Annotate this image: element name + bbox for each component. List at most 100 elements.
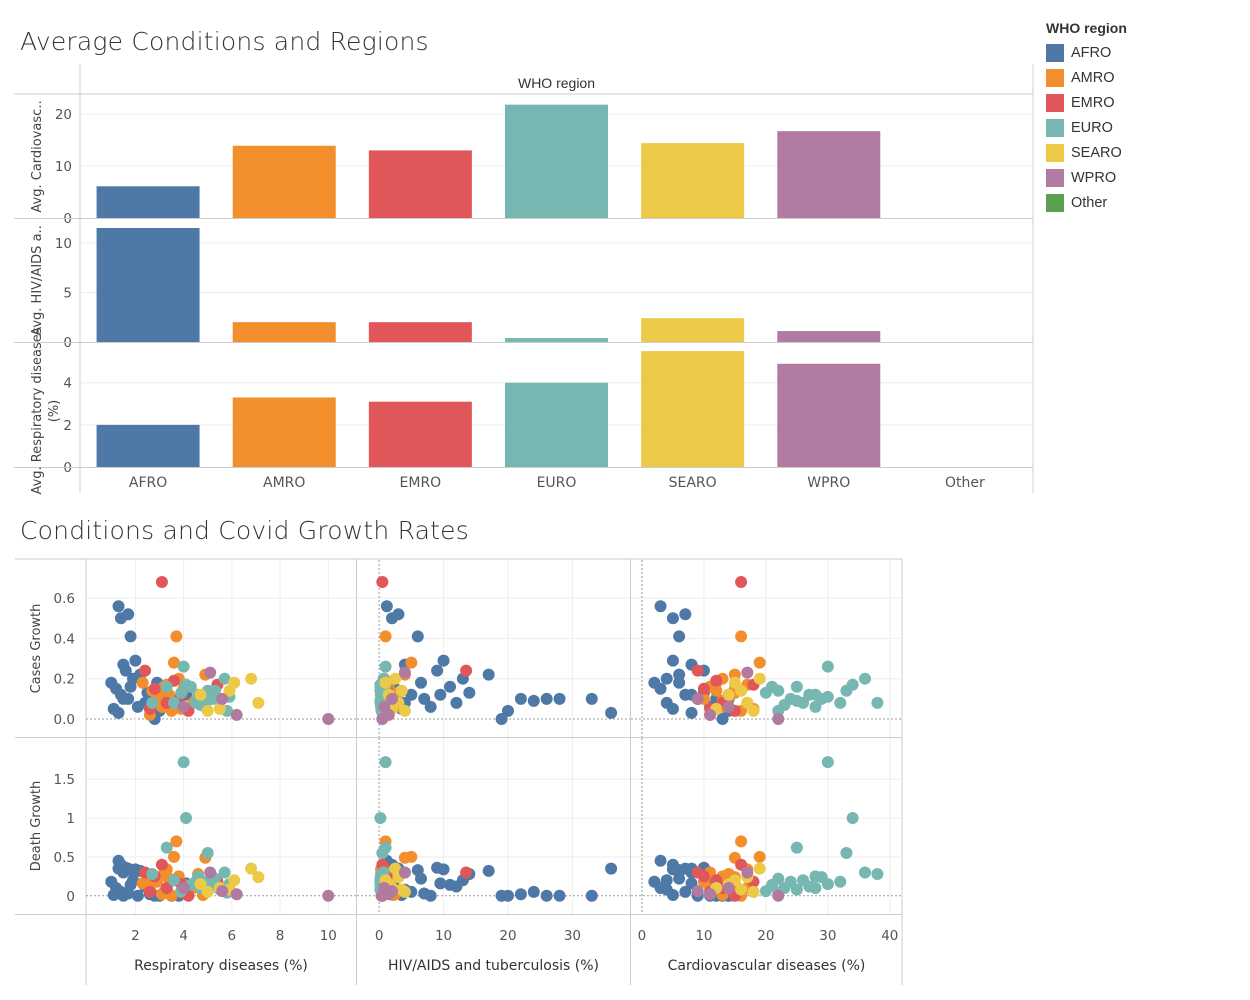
scatter-point-wpro	[378, 700, 391, 713]
scatter-point-afro	[553, 889, 566, 902]
scatter-point-wpro	[204, 666, 217, 679]
scatter-x-tick-label: 40	[881, 928, 898, 944]
scatter-point-afro	[411, 630, 424, 643]
bar-column-header: WHO region	[518, 75, 595, 91]
scatter-point-afro	[437, 654, 450, 667]
scatter-point-wpro	[216, 692, 229, 705]
legend-item-afro[interactable]: AFRO	[1046, 40, 1127, 65]
scatter-point-emro	[697, 682, 710, 695]
bar-emro	[368, 401, 472, 467]
scatter-point-afro	[673, 676, 686, 689]
scatter-point-searo	[722, 688, 735, 701]
scatter-point-afro	[679, 608, 692, 621]
scatter-point-searo	[389, 672, 402, 685]
scatter-point-wpro	[704, 888, 717, 901]
scatter-section-title: Conditions and Covid Growth Rates	[20, 516, 469, 545]
scatter-chart: 0.0 0.2 0.4 0.6 Cases Growth 0 0.5 1 1.5 Death Gr…	[15, 558, 903, 985]
bar-euro	[505, 338, 608, 342]
scatter-point-afro	[434, 688, 447, 701]
legend-item-other[interactable]: Other	[1046, 190, 1127, 215]
scatter-x-tick-label: 0	[375, 928, 384, 944]
scatter-point-amro	[136, 676, 149, 689]
bar-amro	[232, 322, 336, 342]
legend-swatch	[1046, 193, 1064, 212]
legend[interactable]: WHO region AFRO AMRO EMRO EURO SEARO WPRO Othe…	[1046, 20, 1127, 215]
scatter-y-axis-label: Cases Growth	[29, 604, 44, 694]
scatter-point-afro	[380, 600, 393, 613]
scatter-point-afro	[129, 654, 142, 667]
scatter-point-afro	[666, 612, 679, 625]
scatter-point-euro	[160, 680, 173, 693]
scatter-point-searo	[747, 885, 760, 898]
scatter-point-euro	[206, 692, 219, 705]
scatter-point-afro	[540, 692, 553, 705]
scatter-point-searo	[201, 885, 214, 898]
legend-item-euro[interactable]: EURO	[1046, 115, 1127, 140]
scatter-point-afro	[415, 676, 427, 689]
scatter-point-afro	[673, 630, 686, 643]
scatter-point-afro	[685, 706, 698, 719]
legend-item-wpro[interactable]: WPRO	[1046, 165, 1127, 190]
scatter-y-tick-label: 0.4	[54, 631, 75, 647]
scatter-point-afro	[495, 712, 508, 725]
legend-swatch	[1046, 118, 1064, 137]
scatter-y-axis-label: Death Growth	[29, 781, 44, 872]
bar-afro	[96, 186, 200, 218]
bar-amro	[232, 397, 336, 467]
scatter-point-euro	[859, 672, 872, 685]
scatter-point-wpro	[704, 708, 717, 721]
legend-item-emro[interactable]: EMRO	[1046, 90, 1127, 115]
scatter-x-tick-label: 10	[695, 928, 712, 944]
scatter-point-euro	[175, 686, 188, 699]
scatter-point-afro	[673, 872, 686, 885]
bar-y-tick-label: 2	[63, 418, 72, 434]
scatter-point-wpro	[741, 666, 754, 679]
scatter-point-emro	[155, 858, 168, 871]
scatter-point-afro	[107, 889, 120, 902]
scatter-point-afro	[122, 608, 135, 621]
legend-item-searo[interactable]: SEARO	[1046, 140, 1127, 165]
scatter-point-euro	[871, 696, 884, 709]
bar-x-tick-label: SEARO	[669, 475, 717, 491]
scatter-point-amro	[753, 850, 766, 863]
bar-x-tick-label: EMRO	[400, 475, 442, 491]
scatter-point-afro	[119, 664, 132, 677]
bar-y-tick-label: 20	[55, 107, 72, 123]
scatter-point-searo	[395, 883, 408, 896]
legend-label: EMRO	[1071, 94, 1115, 111]
scatter-y-tick-label: 0.0	[54, 712, 75, 728]
scatter-x-tick-label: 10	[435, 928, 452, 944]
scatter-point-afro	[527, 885, 540, 898]
scatter-point-amro	[170, 835, 183, 848]
scatter-point-afro	[553, 692, 566, 705]
scatter-y-tick-label: 1	[66, 811, 75, 827]
scatter-point-afro	[527, 694, 540, 707]
scatter-point-wpro	[386, 885, 398, 898]
scatter-point-wpro	[216, 885, 229, 898]
scatter-point-afro	[585, 889, 598, 902]
scatter-point-euro	[809, 700, 822, 713]
scatter-point-euro	[846, 812, 859, 825]
legend-item-amro[interactable]: AMRO	[1046, 65, 1127, 90]
scatter-point-emro	[139, 664, 152, 677]
bar-searo	[641, 318, 745, 342]
scatter-point-afro	[654, 854, 667, 867]
scatter-point-searo	[245, 862, 258, 875]
legend-title: WHO region	[1046, 20, 1127, 36]
scatter-point-afro	[405, 688, 418, 701]
scatter-point-afro	[444, 878, 456, 891]
scatter-point-amro	[379, 630, 392, 643]
scatter-point-wpro	[691, 885, 704, 898]
scatter-x-tick-label: 30	[564, 928, 581, 944]
scatter-point-searo	[395, 684, 408, 697]
scatter-point-wpro	[722, 700, 735, 713]
scatter-point-euro	[859, 866, 872, 879]
scatter-y-tick-label: 0.6	[54, 591, 75, 607]
scatter-x-axis-label: HIV/AIDS and tuberculosis (%)	[388, 958, 599, 974]
scatter-point-afro	[131, 889, 144, 902]
bar-y-tick-label: 10	[55, 236, 72, 252]
scatter-point-euro	[379, 756, 392, 769]
scatter-point-afro	[424, 700, 437, 713]
scatter-point-euro	[790, 841, 803, 854]
